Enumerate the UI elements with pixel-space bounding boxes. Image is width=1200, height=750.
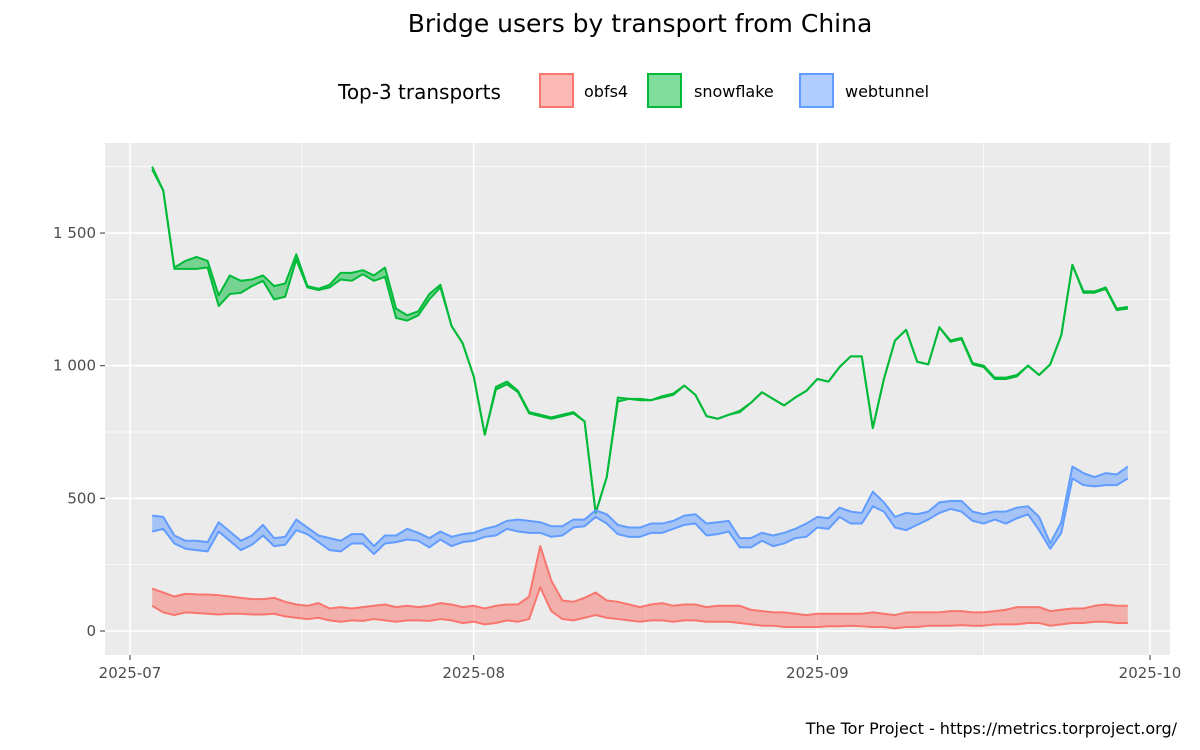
line-lower-snowflake — [151, 168, 1128, 514]
y-tick-label: 1 000 — [53, 357, 96, 375]
x-tick-label: 2025-10 — [1119, 664, 1182, 682]
y-tick-label: 1 500 — [53, 224, 96, 242]
legend-key-webtunnel — [799, 73, 834, 108]
x-axis: 2025-07 2025-08 2025-09 2025-10 — [99, 655, 1182, 682]
chart-title: Bridge users by transport from China — [408, 9, 873, 38]
y-axis: 0 500 1 000 1 500 — [53, 224, 105, 640]
x-tick-label: 2025-09 — [786, 664, 849, 682]
line-lower-webtunnel — [151, 477, 1129, 556]
legend-key-obfs4 — [539, 73, 574, 108]
line-upper-obfs4 — [151, 545, 1128, 617]
legend-label-snowflake: snowflake — [694, 82, 774, 101]
legend-label-webtunnel: webtunnel — [845, 82, 929, 101]
line-lower-obfs4 — [151, 586, 1128, 630]
y-tick-label: 500 — [67, 489, 96, 507]
legend-label-obfs4: obfs4 — [584, 82, 628, 101]
gridlines — [105, 143, 1170, 655]
legend-title: Top-3 transports — [337, 80, 501, 104]
series-marks — [151, 166, 1129, 630]
x-tick-label: 2025-07 — [99, 664, 162, 682]
chart-caption: The Tor Project - https://metrics.torpro… — [805, 719, 1178, 738]
legend-key-snowflake — [647, 73, 682, 108]
x-tick-label: 2025-08 — [442, 664, 505, 682]
legend: Top-3 transports obfs4 snowflake webtunn… — [337, 73, 929, 108]
line-upper-webtunnel — [152, 465, 1129, 548]
y-tick-label: 0 — [86, 622, 96, 640]
